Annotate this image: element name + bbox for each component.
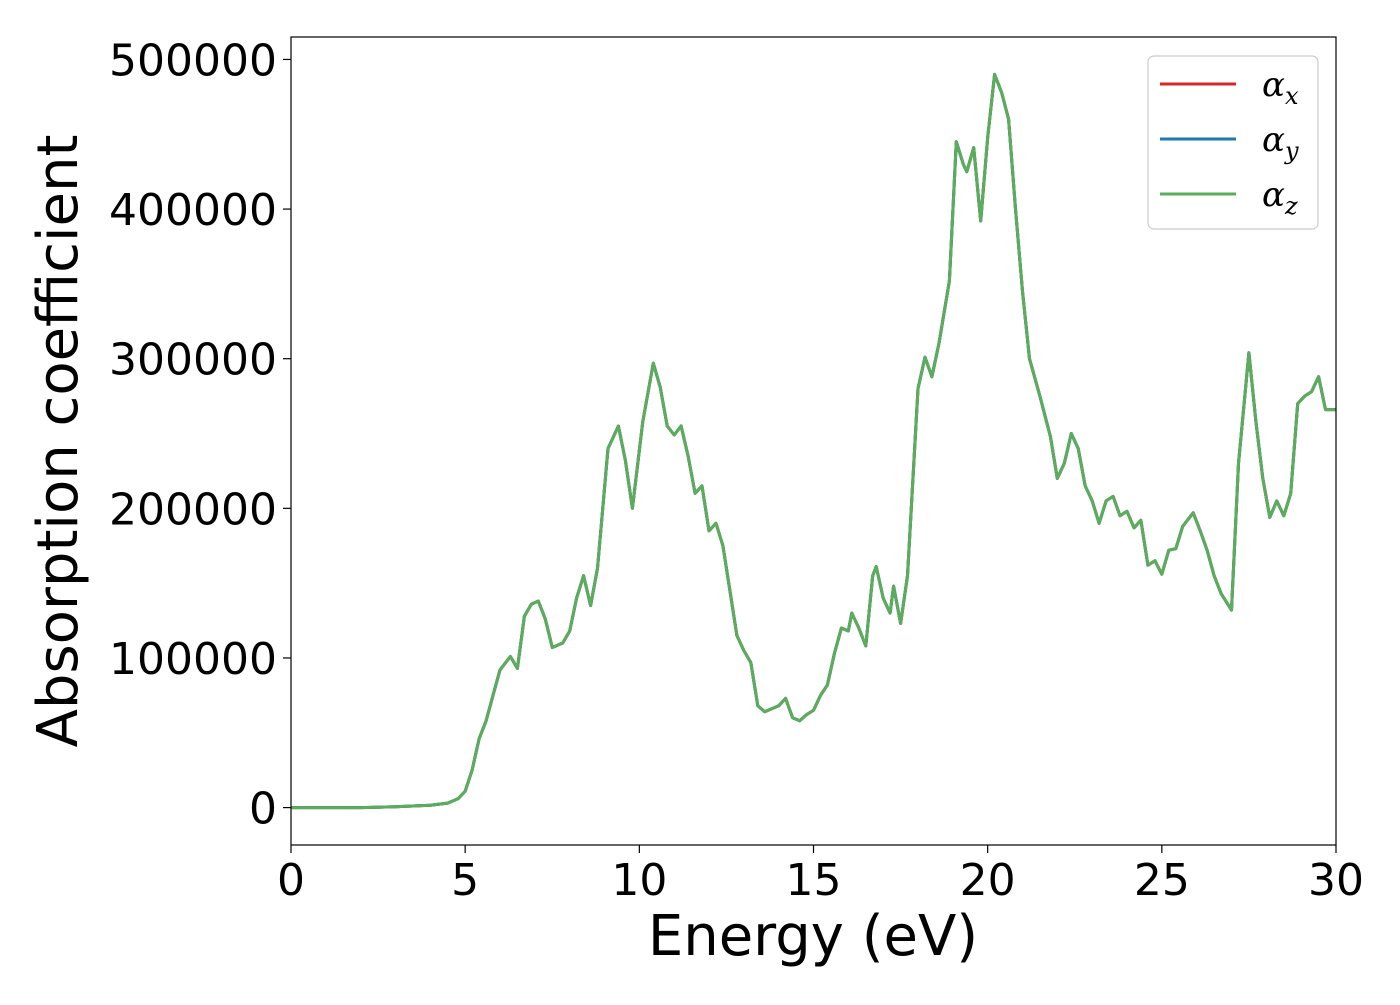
x-tick-label: 5 [451, 855, 479, 906]
x-axis-title: Energy (eV) [648, 904, 978, 969]
x-tick-label: 30 [1308, 855, 1364, 906]
y-tick-label: 100000 [109, 634, 277, 685]
series-line-z [291, 72, 1336, 810]
legend-label-y: αy [1262, 120, 1299, 165]
y-axis-title: Absorption coefficient [26, 135, 91, 748]
x-tick-label: 10 [611, 855, 667, 906]
legend-label-x: αx [1262, 65, 1299, 110]
x-tick-label: 20 [960, 855, 1016, 906]
x-tick-label: 25 [1134, 855, 1190, 906]
y-tick-label: 500000 [109, 35, 277, 86]
y-tick-label: 400000 [109, 185, 277, 236]
y-axis-ticks: 0 100000 200000 300000 400000 500000 [109, 35, 291, 835]
x-axis-ticks: 0 5 10 15 20 25 30 [277, 845, 1364, 906]
y-tick-label: 0 [249, 784, 277, 835]
y-tick-label: 200000 [109, 484, 277, 535]
x-tick-label: 0 [277, 855, 305, 906]
legend-label-z: αz [1262, 175, 1298, 220]
x-tick-label: 15 [786, 855, 842, 906]
legend: αx αy αz [1147, 55, 1319, 230]
y-tick-label: 300000 [109, 335, 277, 386]
legend-box [1147, 55, 1319, 230]
series-layer [291, 72, 1336, 810]
legend-items: αx αy αz [1160, 65, 1299, 220]
